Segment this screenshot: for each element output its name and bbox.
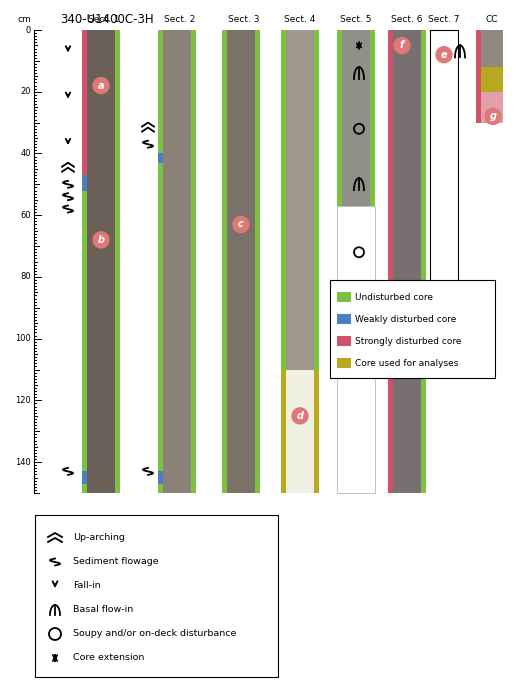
Circle shape — [394, 37, 410, 53]
Text: Strongly disturbed core: Strongly disturbed core — [355, 337, 462, 346]
Text: e: e — [440, 50, 447, 59]
Bar — [158, 162, 163, 471]
Text: Up-arching: Up-arching — [73, 533, 125, 542]
Bar — [82, 191, 87, 471]
Text: Sect. 3: Sect. 3 — [228, 15, 259, 24]
Text: 60: 60 — [20, 211, 31, 220]
Text: a: a — [98, 81, 105, 91]
Bar — [227, 30, 255, 493]
Circle shape — [93, 232, 109, 248]
Bar — [115, 30, 120, 493]
Circle shape — [233, 216, 249, 232]
Text: 120: 120 — [15, 396, 31, 405]
Bar — [82, 471, 87, 484]
Bar — [342, 30, 370, 206]
Bar — [255, 30, 260, 493]
Bar — [35, 515, 278, 677]
Text: 140: 140 — [15, 457, 31, 466]
Bar — [430, 30, 458, 299]
Bar — [337, 30, 342, 206]
Text: Basal flow-in: Basal flow-in — [73, 605, 133, 614]
Bar — [481, 92, 503, 122]
Bar — [370, 30, 375, 206]
Bar — [314, 370, 319, 493]
Bar — [337, 358, 351, 368]
Text: g: g — [489, 111, 497, 122]
Circle shape — [485, 108, 501, 124]
Bar — [481, 67, 503, 92]
Bar — [158, 153, 163, 162]
Text: 40: 40 — [20, 149, 31, 158]
Text: Core used for analyses: Core used for analyses — [355, 359, 458, 368]
Text: Weakly disturbed core: Weakly disturbed core — [355, 314, 457, 323]
Text: 0: 0 — [26, 26, 31, 35]
Bar — [481, 30, 503, 67]
Bar — [158, 484, 163, 493]
Text: 20: 20 — [20, 87, 31, 96]
Bar — [191, 30, 196, 493]
Bar — [87, 30, 115, 493]
Text: 340-U1400C-3H: 340-U1400C-3H — [60, 13, 153, 26]
Text: Sect. 1: Sect. 1 — [88, 15, 119, 24]
Bar — [281, 370, 286, 493]
Bar — [82, 30, 87, 175]
Text: Core extension: Core extension — [73, 654, 145, 663]
Text: 80: 80 — [20, 272, 31, 281]
Bar — [337, 292, 351, 302]
Bar — [82, 484, 87, 493]
Bar — [421, 30, 426, 493]
Bar — [158, 30, 163, 153]
Text: Fall-in: Fall-in — [73, 582, 101, 591]
Text: CC: CC — [486, 15, 498, 24]
Text: Sediment flowage: Sediment flowage — [73, 558, 159, 567]
Bar — [337, 336, 351, 346]
Bar — [476, 30, 481, 122]
Text: cm: cm — [17, 15, 31, 24]
Bar — [163, 30, 191, 493]
Bar — [314, 30, 319, 370]
Bar — [388, 30, 393, 493]
Text: Soupy and/or on-deck disturbance: Soupy and/or on-deck disturbance — [73, 630, 237, 638]
Text: c: c — [238, 220, 244, 229]
Circle shape — [93, 77, 109, 93]
Bar — [158, 471, 163, 484]
Bar — [330, 280, 495, 378]
Text: 100: 100 — [15, 334, 31, 343]
Bar — [286, 30, 314, 370]
Circle shape — [292, 408, 308, 424]
Text: Sect. 4: Sect. 4 — [284, 15, 316, 24]
Bar — [393, 30, 421, 493]
Circle shape — [436, 47, 452, 63]
Text: Sect. 5: Sect. 5 — [340, 15, 372, 24]
Text: d: d — [296, 411, 304, 421]
Text: Undisturbed core: Undisturbed core — [355, 292, 433, 301]
Bar — [337, 314, 351, 324]
Bar — [222, 30, 227, 493]
Bar — [281, 30, 286, 370]
Bar — [286, 370, 314, 493]
Text: Sect. 6: Sect. 6 — [391, 15, 423, 24]
Text: b: b — [98, 235, 105, 245]
Bar — [337, 206, 375, 493]
Text: Sect. 7: Sect. 7 — [428, 15, 460, 24]
Text: f: f — [400, 41, 404, 50]
Bar — [82, 175, 87, 191]
Text: Sect. 2: Sect. 2 — [164, 15, 195, 24]
